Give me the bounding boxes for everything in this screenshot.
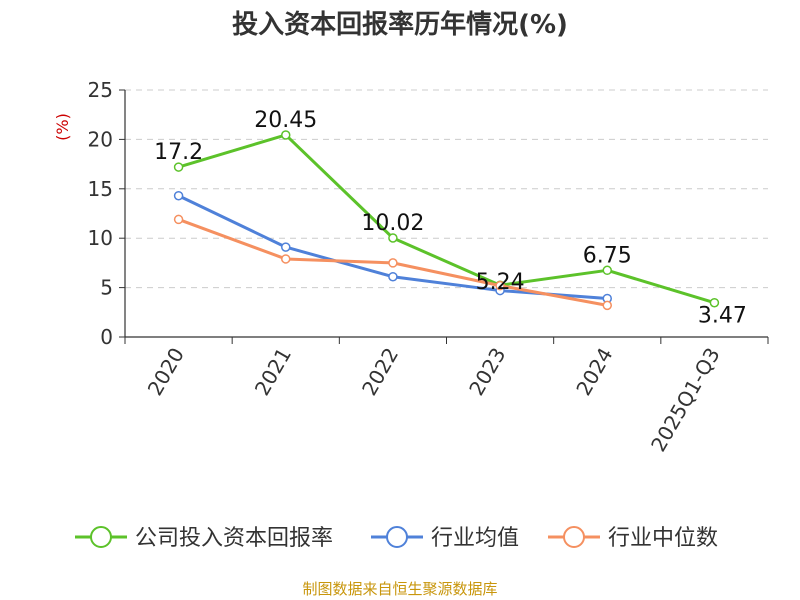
data-point (281, 242, 291, 252)
data-point (173, 162, 184, 172)
y-tick-label: 15 (88, 177, 113, 201)
x-tick-label: 2025Q1-Q3 (646, 344, 725, 456)
data-point (709, 297, 720, 308)
data-label: 20.45 (254, 108, 317, 133)
x-tick-label: 2022 (357, 344, 403, 400)
legend-marker (386, 526, 408, 548)
x-tick-label: 2023 (464, 344, 510, 400)
grid (125, 89, 768, 289)
x-tick-label: 2024 (571, 344, 617, 400)
axes (124, 90, 768, 338)
data-point (495, 280, 505, 291)
y-tick-label: 25 (88, 78, 113, 102)
data-point (281, 254, 291, 264)
y-tick-label: 5 (100, 276, 113, 300)
data-label: 6.75 (583, 243, 632, 268)
data-label: 17.2 (154, 140, 203, 165)
data-point (388, 271, 398, 282)
y-tick-label: 10 (88, 226, 113, 250)
data-point (388, 233, 398, 243)
data-label: 5.24 (476, 270, 525, 295)
legend-marker (563, 526, 585, 548)
y-axis-label: (%) (53, 113, 72, 141)
data-point (602, 300, 612, 311)
data-point (281, 130, 291, 140)
y-ticks: 0 5 10 15 20 25 (88, 78, 125, 349)
data-point (173, 214, 184, 225)
source-note: 制图数据来自恒生聚源数据库 (302, 580, 497, 598)
x-tick-label: 2020 (143, 344, 189, 400)
chart-title: 投入资本回报率历年情况(%) (232, 9, 568, 40)
data-label: 3.47 (698, 304, 747, 329)
y-tick-label: 0 (100, 325, 113, 349)
legend: 公司投入资本回报率 行业均值 行业中位数 (75, 526, 718, 551)
data-point (388, 258, 398, 268)
x-ticks: 2020 2021 2022 2023 2024 2025Q1-Q3 (124, 337, 769, 456)
legend-marker (90, 526, 112, 548)
series-line (178, 133, 715, 305)
legend-label: 行业中位数 (608, 526, 718, 551)
data-labels: 17.2 20.45 10.02 5.24 6.75 3.47 (154, 108, 747, 329)
series (173, 130, 720, 311)
data-point (173, 190, 184, 201)
legend-label: 公司投入资本回报率 (135, 526, 333, 551)
data-label: 10.02 (361, 211, 424, 236)
x-tick-label: 2021 (250, 344, 296, 400)
data-point (602, 265, 612, 276)
y-tick-label: 20 (88, 127, 113, 151)
legend-label: 行业均值 (431, 526, 519, 551)
